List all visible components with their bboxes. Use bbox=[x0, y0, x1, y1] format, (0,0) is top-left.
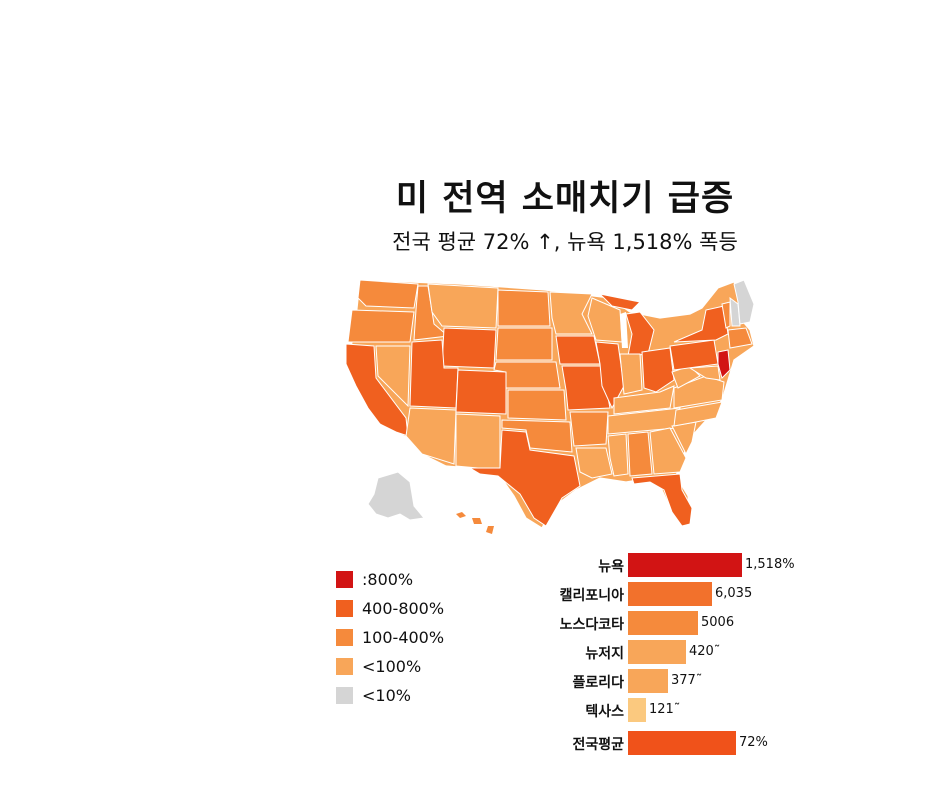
bar bbox=[628, 640, 686, 664]
state-vermont bbox=[721, 301, 731, 329]
state-washington bbox=[357, 279, 419, 309]
state-california bbox=[345, 343, 409, 437]
bar-category-label: 캘리포니아 bbox=[559, 588, 624, 604]
state-arizona bbox=[405, 407, 457, 465]
state-north-carolina bbox=[673, 401, 723, 427]
bar-row: 전국평균 72% bbox=[530, 729, 810, 757]
state-minnesota bbox=[549, 291, 593, 335]
bar bbox=[628, 698, 646, 722]
state-ohio bbox=[641, 347, 675, 393]
legend-item: 400-800% bbox=[336, 594, 444, 623]
state-nevada bbox=[375, 345, 411, 408]
legend-item: 100-400% bbox=[336, 623, 444, 652]
legend-label: <100% bbox=[362, 657, 422, 676]
state-arkansas bbox=[569, 411, 609, 447]
state-kansas bbox=[507, 389, 567, 421]
bar-row: 뉴저지 420˜ bbox=[530, 638, 810, 666]
legend-item: :800% bbox=[336, 565, 444, 594]
bar-value-label: 377˜ bbox=[671, 673, 703, 688]
state-new-mexico bbox=[455, 413, 501, 471]
bar-value-label: 5006 bbox=[701, 615, 735, 630]
page-title: 미 전역 소매치기 급증 bbox=[395, 179, 735, 219]
state-hawaii bbox=[456, 512, 494, 534]
state-indiana bbox=[619, 353, 643, 395]
state-wisconsin bbox=[587, 297, 623, 343]
state-texas bbox=[468, 429, 581, 527]
lake-michigan bbox=[620, 312, 628, 348]
page-subtitle: 전국 평균 72% ↑, 뉴욕 1,518% 폭등 bbox=[392, 230, 738, 254]
legend-swatch bbox=[336, 629, 353, 646]
state-michigan-upper bbox=[598, 293, 642, 311]
bar-value-label: 72% bbox=[739, 735, 768, 750]
state-mississippi bbox=[607, 433, 629, 477]
legend-label: :800% bbox=[362, 570, 414, 589]
state-missouri bbox=[561, 365, 611, 411]
bar bbox=[628, 731, 736, 755]
bar-category-label: 뉴저지 bbox=[585, 646, 624, 662]
state-kentucky bbox=[613, 385, 675, 415]
state-colorado bbox=[455, 369, 507, 415]
us-map bbox=[345, 279, 755, 534]
bar bbox=[628, 611, 698, 635]
legend-swatch bbox=[336, 600, 353, 617]
bar-category-label: 노스다코타 bbox=[559, 617, 624, 633]
legend-swatch bbox=[336, 571, 353, 588]
state-utah bbox=[409, 339, 459, 409]
state-louisiana bbox=[575, 447, 613, 479]
state-oregon bbox=[347, 309, 415, 343]
legend-swatch bbox=[336, 687, 353, 704]
bar bbox=[628, 669, 668, 693]
bar-row: 뉴욕 1,518% bbox=[530, 551, 810, 579]
state-georgia bbox=[649, 427, 687, 475]
bar-value-label: 420˜ bbox=[689, 644, 721, 659]
state-virginia bbox=[673, 375, 725, 409]
legend-label: 400-800% bbox=[362, 599, 445, 618]
legend-item: <100% bbox=[336, 652, 444, 681]
legend-item: <10% bbox=[336, 681, 444, 710]
state-north-dakota bbox=[497, 289, 551, 327]
bar bbox=[628, 582, 712, 606]
bar-category-label: 플로리다 bbox=[572, 675, 624, 691]
bar-row: 캘리포니아 6,035 bbox=[530, 580, 810, 608]
legend-label: 100-400% bbox=[362, 628, 445, 647]
state-south-dakota bbox=[495, 327, 553, 361]
state-new-hampshire bbox=[729, 296, 741, 327]
bar-category-label: 텍사스 bbox=[585, 704, 624, 720]
bar-value-label: 1,518% bbox=[745, 557, 795, 572]
bar bbox=[628, 553, 742, 577]
map-legend: :800% 400-800% 100-400% <100% <10% bbox=[336, 565, 444, 710]
state-maryland bbox=[688, 365, 721, 381]
state-maine bbox=[733, 279, 755, 325]
state-new-jersey bbox=[717, 349, 731, 379]
state-florida bbox=[631, 473, 693, 527]
state-wyoming bbox=[441, 327, 497, 369]
state-montana bbox=[427, 283, 499, 329]
state-alabama bbox=[627, 431, 653, 477]
legend-label: <10% bbox=[362, 686, 411, 705]
bar-category-label: 전국평균 bbox=[572, 737, 624, 753]
bar-value-label: 121˜ bbox=[649, 702, 681, 717]
state-illinois bbox=[595, 341, 625, 410]
bar-row: 플로리다 377˜ bbox=[530, 667, 810, 695]
state-iowa bbox=[555, 335, 601, 365]
state-nebraska bbox=[493, 361, 561, 389]
bar-category-label: 뉴욕 bbox=[598, 559, 624, 575]
state-new-england-south bbox=[727, 327, 753, 349]
bar-row: 노스다코타 5006 bbox=[530, 609, 810, 637]
state-alaska bbox=[367, 471, 425, 521]
bar-row: 텍사스 121˜ bbox=[530, 696, 810, 724]
bar-value-label: 6,035 bbox=[715, 586, 753, 601]
legend-swatch bbox=[336, 658, 353, 675]
